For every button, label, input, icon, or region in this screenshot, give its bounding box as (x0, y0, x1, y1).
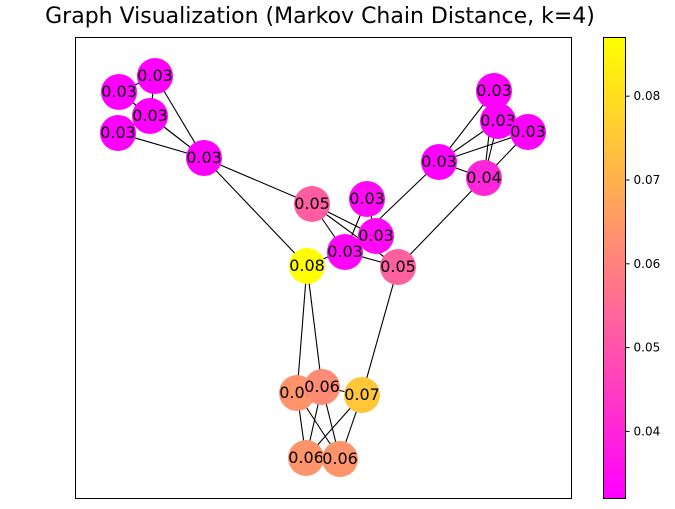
node-label: 0.03 (100, 123, 136, 142)
node-label: 0.05 (294, 194, 330, 213)
node-label: 0.03 (186, 148, 222, 167)
node-label: 0.07 (344, 385, 380, 404)
node-label: 0.08 (289, 256, 325, 275)
graph-node (476, 73, 512, 109)
node-label: 0.03 (101, 82, 137, 101)
graph-node (294, 186, 330, 222)
graph-node (322, 441, 358, 477)
graph-node (349, 181, 385, 217)
node-label: 0.03 (132, 106, 168, 125)
graph-node (137, 58, 173, 94)
graph-node (186, 140, 222, 176)
node-label: 0.06 (322, 449, 358, 468)
node-label: 0.03 (349, 189, 385, 208)
node-label: 0.03 (137, 66, 173, 85)
node-label: 0.06 (288, 448, 324, 467)
node-label: 0.06 (304, 377, 340, 396)
graph-node (304, 369, 340, 405)
graph-node (101, 74, 137, 110)
node-label: 0.03 (480, 111, 516, 130)
graph-node (480, 103, 516, 139)
node-label: 0.05 (380, 257, 416, 276)
node-label: 0.03 (358, 226, 394, 245)
graph-edge (296, 265, 308, 394)
graph-edge (397, 177, 485, 268)
graph-node (421, 144, 457, 180)
colorbar-tick-label: 0.07 (634, 173, 661, 187)
plot-frame (75, 37, 572, 499)
graph-node (289, 248, 325, 284)
graph-node (132, 98, 168, 134)
graph-node (380, 249, 416, 285)
node-label: 0.03 (327, 242, 363, 261)
graph-node (288, 440, 324, 476)
node-layer: 0.030.030.030.030.030.030.030.030.030.04… (100, 58, 546, 477)
graph-edge (203, 157, 313, 205)
node-label: 0.04 (466, 168, 502, 187)
graph-node (327, 234, 363, 270)
colorbar-tick-label: 0.08 (634, 89, 661, 103)
node-label: 0.03 (476, 81, 512, 100)
graph-edge (203, 157, 308, 267)
graph-node (466, 160, 502, 196)
chart-title: Graph Visualization (Markov Chain Distan… (45, 4, 595, 29)
colorbar-tick-label: 0.05 (634, 341, 661, 355)
graph-edge (306, 265, 323, 388)
node-label: 0.03 (510, 122, 546, 141)
node-label: 0.03 (421, 152, 457, 171)
graph-node (100, 115, 136, 151)
colorbar (603, 37, 626, 499)
colorbar-tick-label: 0.04 (634, 424, 661, 438)
graph-node (344, 377, 380, 413)
graph-node (358, 218, 394, 254)
graph-node (510, 114, 546, 150)
colorbar-tick-label: 0.06 (634, 257, 661, 271)
graph-edge (361, 266, 399, 396)
colorbar-ticks: 0.08 0.07 0.06 0.05 0.04 (625, 89, 661, 438)
